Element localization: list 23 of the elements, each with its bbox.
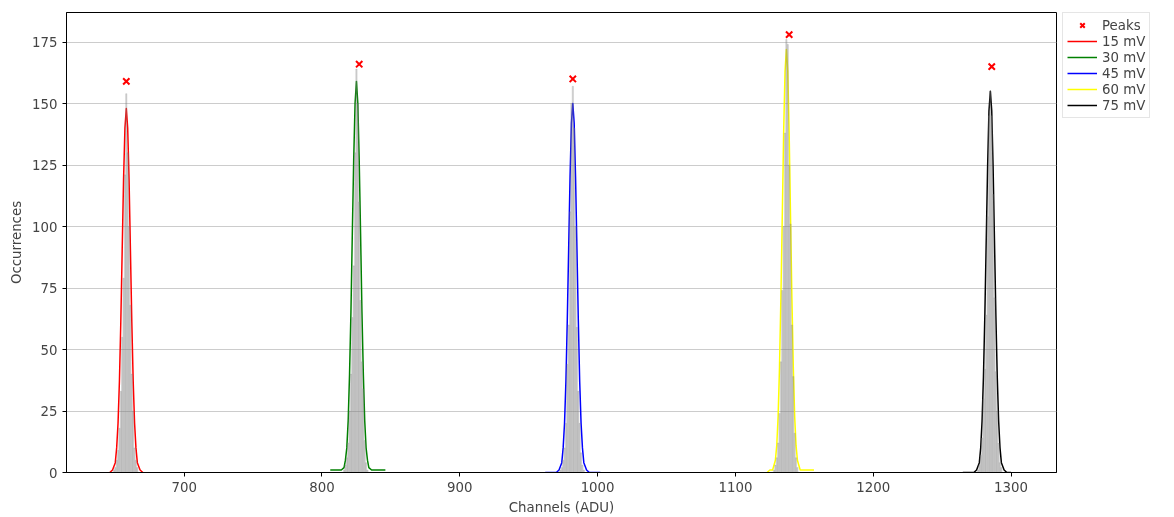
x-tick-label: 800 xyxy=(309,479,335,495)
y-tick-label: 175 xyxy=(32,35,58,51)
y-axis-title: Occurrences xyxy=(9,200,25,285)
y-tick-label: 75 xyxy=(40,281,58,297)
legend-label: 60 mV xyxy=(1102,81,1146,97)
x-tick-label: 900 xyxy=(447,479,473,495)
legend-label: 30 mV xyxy=(1102,49,1146,65)
y-tick-label: 25 xyxy=(40,404,58,419)
y-tick-label: 100 xyxy=(32,219,58,235)
legend-label: 45 mV xyxy=(1102,65,1146,81)
y-tick-label: 150 xyxy=(32,96,58,112)
y-tick-label: 50 xyxy=(40,342,58,358)
legend-label: 75 mV xyxy=(1102,97,1146,113)
x-tick-label: 1200 xyxy=(856,479,891,495)
x-tick-label: 1100 xyxy=(718,479,753,495)
y-tick-label: 125 xyxy=(32,158,58,174)
y-tick-label: 0 xyxy=(49,465,58,481)
x-tick-label: 1000 xyxy=(580,479,615,495)
x-tick-label: 700 xyxy=(171,479,197,495)
legend-label: 15 mV xyxy=(1102,33,1146,49)
x-axis-title: Channels (ADU) xyxy=(508,499,615,515)
x-tick-label: 1300 xyxy=(994,479,1028,495)
legend-label: Peaks xyxy=(1102,17,1141,33)
